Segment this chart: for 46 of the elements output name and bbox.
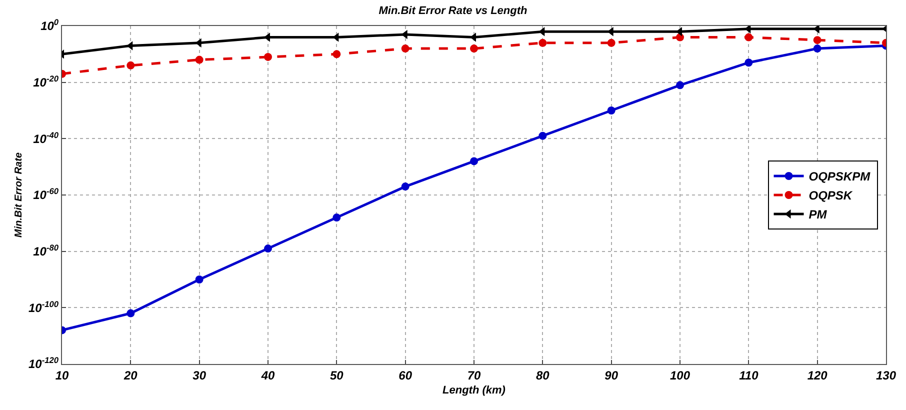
point xyxy=(744,26,751,34)
point xyxy=(401,182,410,191)
x-tick-label: 80 xyxy=(536,368,550,382)
point xyxy=(195,56,204,64)
point xyxy=(264,244,272,253)
x-tick-label: 20 xyxy=(122,368,138,382)
point xyxy=(607,38,616,47)
x-tick-label: 90 xyxy=(604,368,618,382)
x-tick-label: 120 xyxy=(807,368,828,382)
x-tick-label: 30 xyxy=(192,368,206,382)
point xyxy=(744,58,753,67)
y-tick-label: 10$^{-60}$ xyxy=(33,186,59,202)
x-tick-label: 110 xyxy=(739,368,759,382)
legend-label: OQPSK xyxy=(808,188,854,203)
point xyxy=(126,309,135,318)
y-axis-title: Min.Bit Error Rate xyxy=(13,152,24,238)
legend-label: OQPSKPM xyxy=(808,170,872,184)
y-tick-label: 10$^{-100}$ xyxy=(28,298,59,315)
point xyxy=(401,44,410,53)
point xyxy=(607,106,616,114)
point xyxy=(744,33,753,42)
point xyxy=(813,44,822,53)
point xyxy=(538,38,547,47)
point xyxy=(332,214,341,222)
point xyxy=(538,132,547,140)
x-tick-label: 70 xyxy=(467,368,481,382)
point xyxy=(813,36,822,44)
point xyxy=(264,52,272,61)
x-tick-label: 50 xyxy=(330,368,344,382)
y-tick-label: 10$^{-40}$ xyxy=(33,130,59,146)
chart-title: Min.Bit Error Rate vs Length xyxy=(378,4,528,17)
y-tick-label: 10$^{-80}$ xyxy=(33,242,59,259)
x-tick-label: 100 xyxy=(670,368,690,382)
point xyxy=(470,44,478,53)
x-tick-label: 40 xyxy=(260,368,275,382)
y-tick-label: 10$^{-20}$ xyxy=(33,73,59,90)
point xyxy=(676,81,684,90)
point xyxy=(470,157,478,166)
y-tick-label: 10$^{0}$ xyxy=(40,17,59,34)
point xyxy=(332,50,341,58)
point xyxy=(195,276,204,284)
x-axis-title: Length (km) xyxy=(442,384,506,397)
x-tick-label: 130 xyxy=(876,368,896,382)
x-tick-label: 60 xyxy=(398,368,412,382)
point xyxy=(126,61,135,70)
legend-label: PM xyxy=(808,208,828,222)
